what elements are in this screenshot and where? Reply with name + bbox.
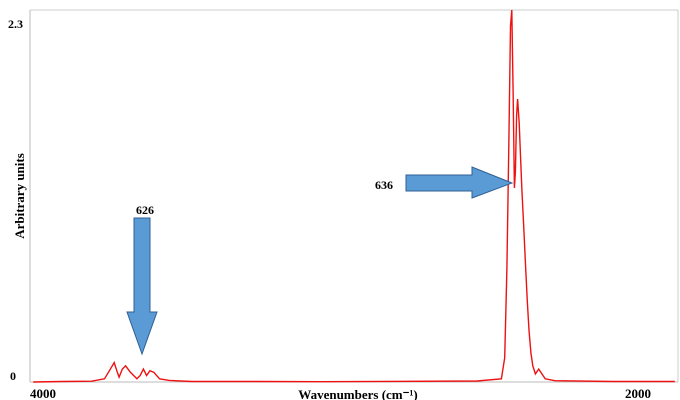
y-axis-title: Arbitrary units <box>12 153 27 239</box>
spectrum-line <box>33 9 675 383</box>
annotation-626-label: 626 <box>136 203 154 217</box>
x-tick-label-right: 2000 <box>625 386 651 400</box>
plot-area <box>30 10 678 382</box>
y-tick-label-top: 2.3 <box>8 17 23 31</box>
y-tick-label-bottom: 0 <box>10 369 16 383</box>
arrow-636 <box>405 166 514 199</box>
x-tick-label-left: 4000 <box>30 386 56 400</box>
annotation-636-label: 636 <box>375 178 393 192</box>
x-axis-title: Wavenumbers (cm⁻¹) <box>298 387 417 400</box>
arrow-626 <box>126 217 158 356</box>
